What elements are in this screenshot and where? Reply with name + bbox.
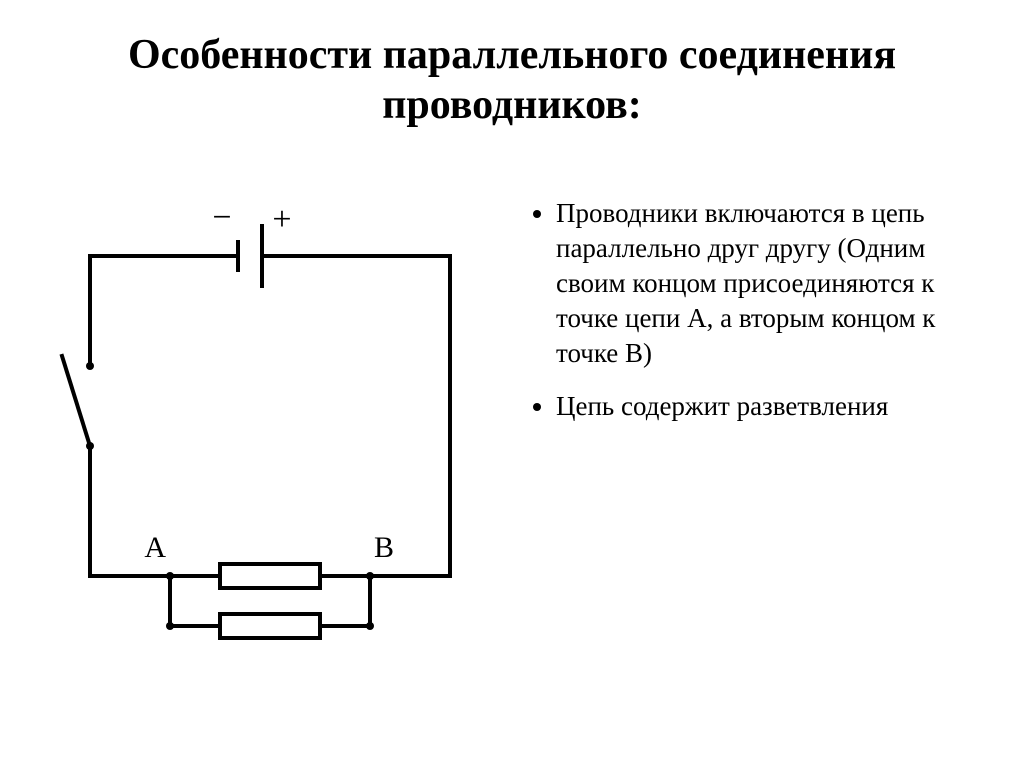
bullet-list: Проводники включаются в цепь параллельно… <box>530 196 974 425</box>
svg-text:A: A <box>144 531 166 564</box>
content-row: − + A B Проводники включаются в цепь паралл… <box>50 186 974 666</box>
circuit-diagram: − + A B <box>50 186 490 666</box>
bullet-item: Цепь содержит разветвления <box>556 389 974 424</box>
svg-text:−: − <box>212 199 231 236</box>
page-title: Особенности параллельного соединения про… <box>50 30 974 131</box>
svg-text:B: B <box>374 531 394 564</box>
svg-text:+: + <box>272 201 291 238</box>
bullet-item: Проводники включаются в цепь параллельно… <box>556 196 974 371</box>
text-column: Проводники включаются в цепь параллельно… <box>530 186 974 666</box>
